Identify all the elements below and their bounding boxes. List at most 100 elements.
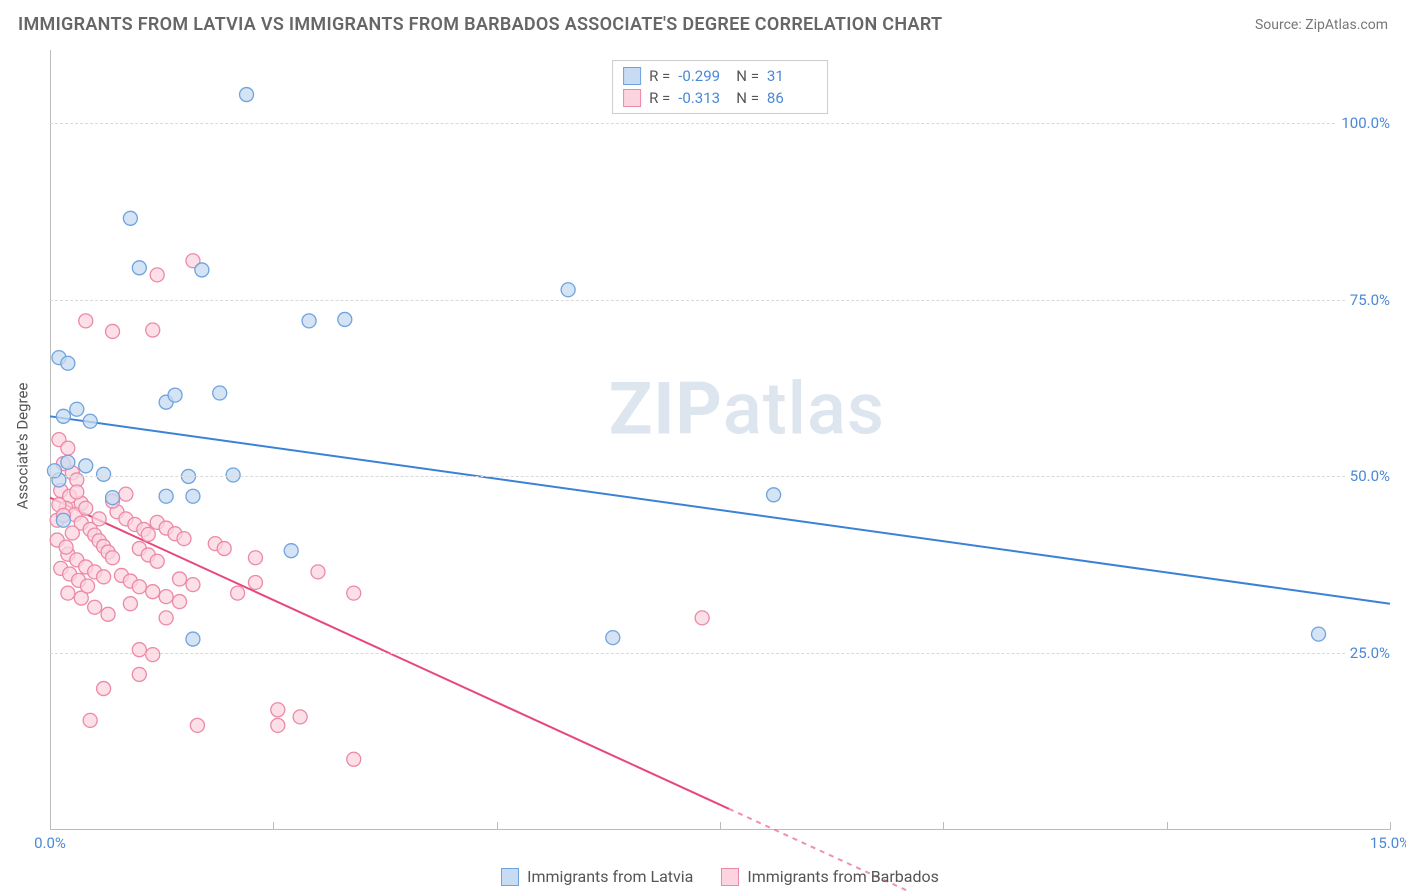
source: Source: ZipAtlas.com <box>1255 17 1388 33</box>
swatch-latvia <box>623 67 641 85</box>
point-barbados <box>97 682 111 696</box>
gridline <box>50 123 1390 124</box>
point-latvia <box>767 488 781 502</box>
point-latvia <box>70 402 84 416</box>
n-value-latvia: 31 <box>767 65 817 87</box>
swatch-barbados <box>623 89 641 107</box>
point-barbados <box>79 501 93 515</box>
n-label: N = <box>736 65 759 87</box>
point-latvia <box>159 489 173 503</box>
header-row: IMMIGRANTS FROM LATVIA VS IMMIGRANTS FRO… <box>18 14 1388 35</box>
point-latvia <box>168 388 182 402</box>
point-barbados <box>61 586 75 600</box>
x-tick <box>497 822 498 830</box>
point-latvia <box>97 467 111 481</box>
swatch-barbados <box>721 868 739 886</box>
r-value-latvia: -0.299 <box>678 65 728 87</box>
point-barbados <box>146 585 160 599</box>
point-latvia <box>123 211 137 225</box>
gridline <box>50 653 1390 654</box>
point-latvia <box>61 356 75 370</box>
x-tick-label-right: 15.0% <box>1370 834 1406 852</box>
x-tick <box>50 822 51 830</box>
point-barbados <box>83 713 97 727</box>
point-barbados <box>146 323 160 337</box>
point-barbados <box>347 586 361 600</box>
point-barbados <box>132 580 146 594</box>
y-tick-label: 25.0% <box>1346 644 1394 662</box>
point-barbados <box>190 718 204 732</box>
point-barbados <box>59 540 73 554</box>
point-latvia <box>186 489 200 503</box>
point-barbados <box>159 611 173 625</box>
point-barbados <box>132 643 146 657</box>
point-barbados <box>248 575 262 589</box>
point-latvia <box>338 312 352 326</box>
point-latvia <box>56 513 70 527</box>
stats-legend: R = -0.299 N = 31 R = -0.313 N = 86 <box>612 60 828 114</box>
point-barbados <box>101 607 115 621</box>
point-barbados <box>106 551 120 565</box>
point-latvia <box>186 632 200 646</box>
point-barbados <box>231 586 245 600</box>
x-tick <box>720 822 721 830</box>
point-barbados <box>347 752 361 766</box>
point-latvia <box>213 386 227 400</box>
point-barbados <box>177 532 191 546</box>
x-tick <box>273 822 274 830</box>
point-latvia <box>132 261 146 275</box>
legend-label-barbados: Immigrants from Barbados <box>747 867 939 886</box>
y-tick-label: 75.0% <box>1346 291 1394 309</box>
x-tick-label-left: 0.0% <box>34 834 66 852</box>
point-barbados <box>88 600 102 614</box>
point-latvia <box>83 414 97 428</box>
point-latvia <box>106 491 120 505</box>
legend-item-barbados: Immigrants from Barbados <box>721 867 939 886</box>
point-barbados <box>61 441 75 455</box>
source-name: ZipAtlas.com <box>1305 17 1388 33</box>
r-label: R = <box>649 65 670 87</box>
point-barbados <box>217 542 231 556</box>
point-latvia <box>226 468 240 482</box>
point-barbados <box>132 667 146 681</box>
legend-label-latvia: Immigrants from Latvia <box>527 867 693 886</box>
gridline <box>50 300 1390 301</box>
point-latvia <box>79 459 93 473</box>
stats-row-latvia: R = -0.299 N = 31 <box>623 65 817 87</box>
point-barbados <box>92 512 106 526</box>
point-barbados <box>695 611 709 625</box>
point-barbados <box>65 526 79 540</box>
n-value-barbados: 86 <box>767 87 817 109</box>
y-tick-label: 50.0% <box>1346 467 1394 485</box>
swatch-latvia <box>501 868 519 886</box>
y-axis-label: Associate's Degree <box>14 383 32 510</box>
n-label: N = <box>736 87 759 109</box>
point-barbados <box>173 572 187 586</box>
x-tick <box>1390 822 1391 830</box>
x-tick <box>943 822 944 830</box>
point-barbados <box>70 485 84 499</box>
point-barbados <box>271 703 285 717</box>
r-value-barbados: -0.313 <box>678 87 728 109</box>
point-barbados <box>146 648 160 662</box>
scatter-points <box>50 50 1390 830</box>
point-latvia <box>284 544 298 558</box>
point-barbados <box>150 268 164 282</box>
chart-title: IMMIGRANTS FROM LATVIA VS IMMIGRANTS FRO… <box>18 14 942 35</box>
point-barbados <box>123 597 137 611</box>
point-barbados <box>119 487 133 501</box>
point-barbados <box>79 314 93 328</box>
point-latvia <box>240 88 254 102</box>
point-barbados <box>141 527 155 541</box>
plot-area: ZIPatlas R = -0.299 N = 31 R = -0.313 N … <box>50 50 1390 830</box>
point-latvia <box>56 409 70 423</box>
point-latvia <box>195 263 209 277</box>
legend-item-latvia: Immigrants from Latvia <box>501 867 693 886</box>
point-barbados <box>81 579 95 593</box>
point-barbados <box>186 578 200 592</box>
point-barbados <box>271 718 285 732</box>
point-barbados <box>173 595 187 609</box>
point-barbados <box>311 565 325 579</box>
point-latvia <box>61 455 75 469</box>
point-barbados <box>106 324 120 338</box>
